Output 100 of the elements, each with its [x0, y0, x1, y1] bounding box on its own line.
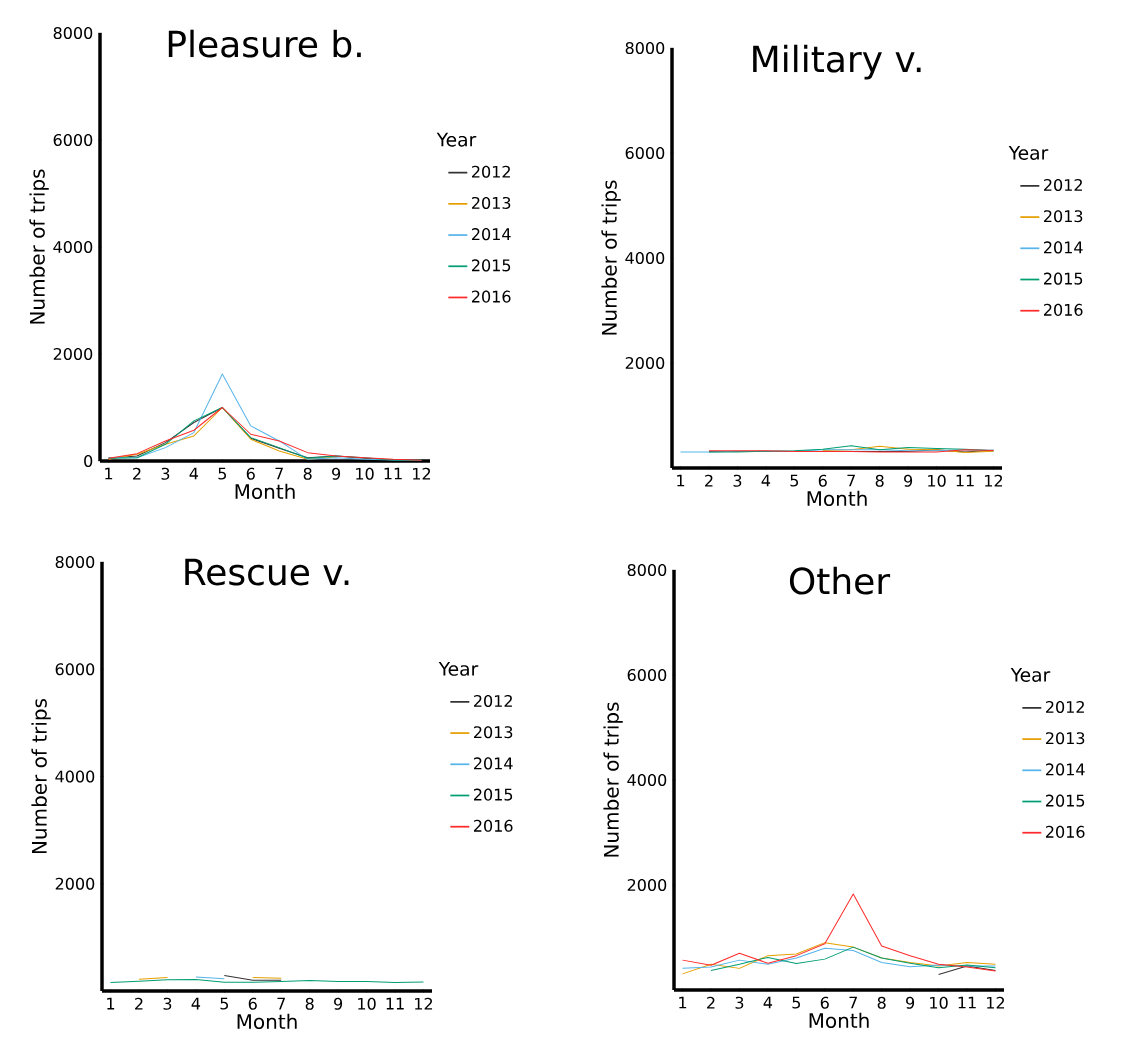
- legend-label: 2016: [1046, 825, 1085, 838]
- x-tick-label: 3: [161, 467, 170, 480]
- legend-title: Year: [436, 132, 477, 147]
- x-tick-label: 6: [820, 996, 829, 1009]
- x-tick-label: 5: [792, 996, 801, 1009]
- legend-title: Year: [438, 661, 479, 676]
- legend-label: 2013: [474, 726, 513, 739]
- x-tick-label: 5: [220, 997, 229, 1010]
- y-tick-label: 8000: [53, 26, 93, 40]
- chart-title: Rescue v.: [185, 558, 349, 586]
- y-axis-title: Number of trips: [603, 702, 623, 857]
- y-tick-label: 4000: [55, 770, 95, 783]
- x-tick-label: 4: [189, 467, 199, 480]
- x-tick-label: 11: [956, 474, 974, 487]
- y-tick-label: 8000: [627, 563, 667, 577]
- legend-label: 2013: [472, 196, 511, 210]
- x-tick-label: 9: [332, 467, 341, 480]
- y-tick-label: 8000: [55, 555, 95, 569]
- legend-label: 2014: [1044, 241, 1083, 254]
- x-tick-label: 3: [733, 474, 742, 487]
- y-tick-label: 2000: [627, 878, 667, 892]
- y-tick-label: 8000: [625, 41, 665, 55]
- legend-label: 2012: [1044, 178, 1082, 192]
- legend-label: 2015: [1044, 272, 1083, 285]
- x-tick-label: 1: [107, 997, 115, 1010]
- chart-title: Pleasure b.: [168, 29, 361, 58]
- y-tick-label: 6000: [53, 133, 93, 147]
- legend-label: 2016: [472, 290, 511, 303]
- x-tick-label: 6: [246, 467, 255, 480]
- y-tick-label: 4000: [625, 251, 665, 265]
- legend-label: 2014: [472, 228, 511, 241]
- x-tick-label: 1: [105, 467, 113, 480]
- legend-label: 2013: [1046, 732, 1085, 745]
- y-tick-label: 2000: [53, 347, 93, 361]
- x-tick-label: 12: [985, 474, 1003, 487]
- y-tick-label: 6000: [627, 668, 667, 682]
- x-tick-label: 4: [191, 997, 201, 1010]
- x-tick-label: 6: [248, 997, 257, 1010]
- legend-label: 2013: [1044, 210, 1083, 223]
- y-tick-label: 0: [84, 454, 93, 468]
- legend-title: Year: [1008, 146, 1049, 160]
- x-tick-label: 8: [305, 997, 314, 1010]
- x-tick-label: 10: [356, 467, 374, 480]
- x-tick-label: 11: [384, 467, 402, 480]
- x-tick-label: 10: [358, 997, 376, 1010]
- x-tick-label: 12: [413, 467, 431, 480]
- x-tick-label: 11: [386, 997, 404, 1010]
- chart-title: Military v.: [753, 44, 921, 80]
- legend-label: 2015: [1046, 794, 1085, 807]
- x-tick-label: 8: [875, 474, 884, 487]
- x-tick-label: 3: [163, 997, 172, 1010]
- legend-label: 2012: [472, 165, 510, 178]
- x-tick-label: 2: [135, 997, 143, 1010]
- x-tick-label: 10: [928, 474, 946, 487]
- chart-title: Other: [789, 566, 891, 595]
- y-axis-title: Number of trips: [601, 180, 621, 335]
- x-tick-label: 1: [679, 996, 687, 1009]
- x-axis-title: Month: [237, 1013, 297, 1030]
- x-tick-label: 9: [906, 996, 915, 1009]
- x-tick-label: 8: [877, 996, 886, 1009]
- x-tick-label: 4: [763, 996, 773, 1009]
- legend-label: 2012: [1046, 700, 1084, 714]
- x-tick-label: 10: [930, 996, 948, 1009]
- y-tick-label: 4000: [627, 773, 667, 787]
- legend-title: Year: [1010, 668, 1051, 682]
- x-tick-label: 8: [303, 467, 312, 480]
- y-tick-label: 2000: [55, 877, 95, 890]
- x-tick-label: 1: [677, 474, 685, 487]
- x-tick-label: 5: [218, 467, 227, 480]
- x-tick-label: 12: [987, 996, 1005, 1009]
- legend-label: 2016: [474, 819, 513, 832]
- x-tick-label: 9: [904, 474, 913, 487]
- x-tick-label: 11: [958, 996, 976, 1009]
- y-axis-title: Number of trips: [29, 169, 49, 324]
- x-tick-label: 7: [847, 474, 855, 487]
- x-axis-title: Month: [235, 483, 295, 500]
- x-tick-label: 7: [277, 997, 285, 1010]
- x-tick-label: 9: [334, 997, 343, 1010]
- legend-label: 2016: [1044, 303, 1083, 316]
- legend-label: 2014: [474, 757, 513, 770]
- y-tick-label: 6000: [55, 663, 95, 676]
- x-axis-title: Month: [809, 1012, 869, 1029]
- legend-label: 2015: [474, 788, 513, 801]
- y-tick-label: 4000: [53, 240, 93, 254]
- x-tick-label: 2: [133, 467, 141, 480]
- x-axis-title: Month: [807, 490, 867, 507]
- legend-label: 2014: [1046, 763, 1085, 776]
- y-tick-label: 2000: [625, 356, 665, 370]
- y-tick-label: 6000: [625, 146, 665, 160]
- x-tick-label: 12: [415, 997, 433, 1010]
- x-tick-label: 6: [818, 474, 827, 487]
- x-tick-label: 4: [761, 474, 771, 487]
- y-axis-title: Number of trips: [31, 698, 51, 854]
- x-tick-label: 2: [707, 996, 715, 1009]
- legend-label: 2012: [474, 694, 512, 708]
- x-tick-label: 7: [849, 996, 857, 1009]
- x-tick-label: 7: [275, 467, 283, 480]
- x-tick-label: 2: [705, 474, 713, 487]
- x-tick-label: 3: [735, 996, 744, 1009]
- legend-label: 2015: [472, 259, 511, 272]
